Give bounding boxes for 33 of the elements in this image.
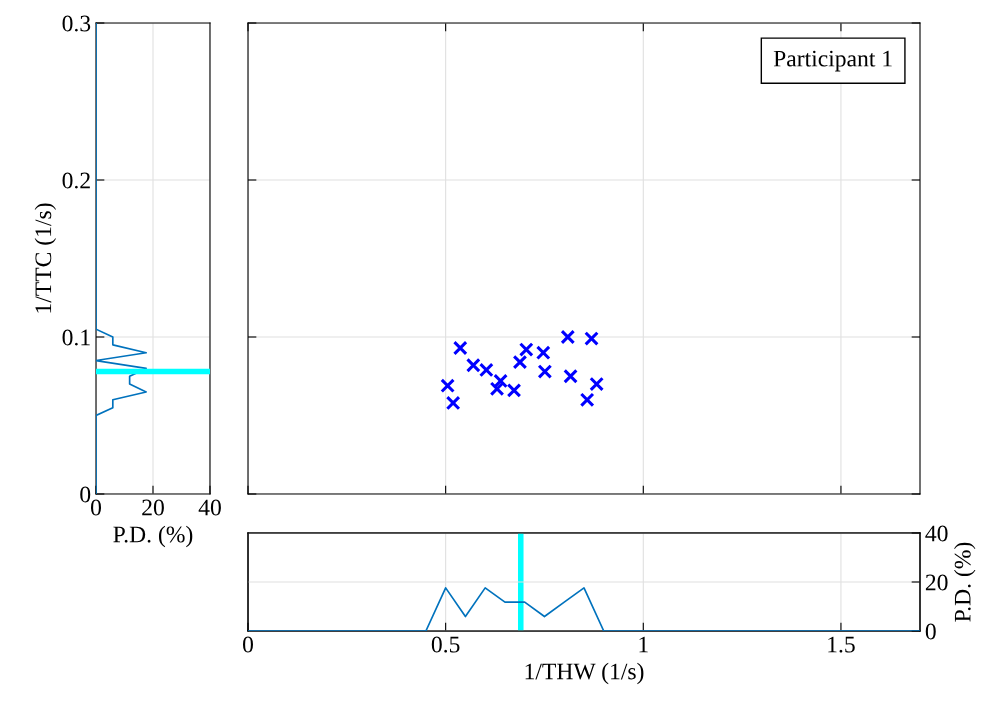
y-axis-title: 1/TTC (1/s)	[34, 203, 57, 313]
x-axis-title: P.D. (%)	[113, 525, 193, 548]
x-tick-label: 1.5	[828, 636, 855, 653]
y-tick-label: 0	[80, 486, 91, 503]
x-tick-label: 20	[142, 499, 164, 516]
point	[445, 395, 461, 411]
point	[579, 392, 595, 408]
y-tick-label: 0.1	[62, 329, 90, 346]
point	[563, 368, 578, 384]
y2-axis-title: P.D. (%)	[954, 542, 976, 622]
point	[560, 329, 576, 345]
point	[584, 331, 599, 346]
y2-tick-label: 40	[925, 525, 948, 542]
point	[535, 345, 551, 361]
y-tick-label: 0.2	[62, 172, 90, 189]
x-tick-label: 0	[243, 636, 253, 653]
point	[440, 378, 455, 394]
y2-tick-label: 20	[925, 574, 948, 591]
point	[518, 342, 534, 357]
x-tick-label: 1	[639, 636, 648, 653]
x-tick-label: 40	[198, 499, 221, 516]
point	[537, 364, 553, 379]
annotation: Participant 1	[773, 50, 892, 72]
y2-tick-label: 0	[925, 623, 936, 640]
x-axis-title: 1/THW (1/s)	[525, 662, 644, 685]
point	[452, 340, 468, 356]
point	[493, 373, 508, 389]
point	[489, 381, 505, 397]
x-tick-label: 0.5	[431, 636, 460, 653]
point	[506, 383, 522, 398]
point	[512, 354, 528, 370]
y-tick-label: 0.3	[62, 15, 91, 32]
point	[589, 376, 604, 392]
